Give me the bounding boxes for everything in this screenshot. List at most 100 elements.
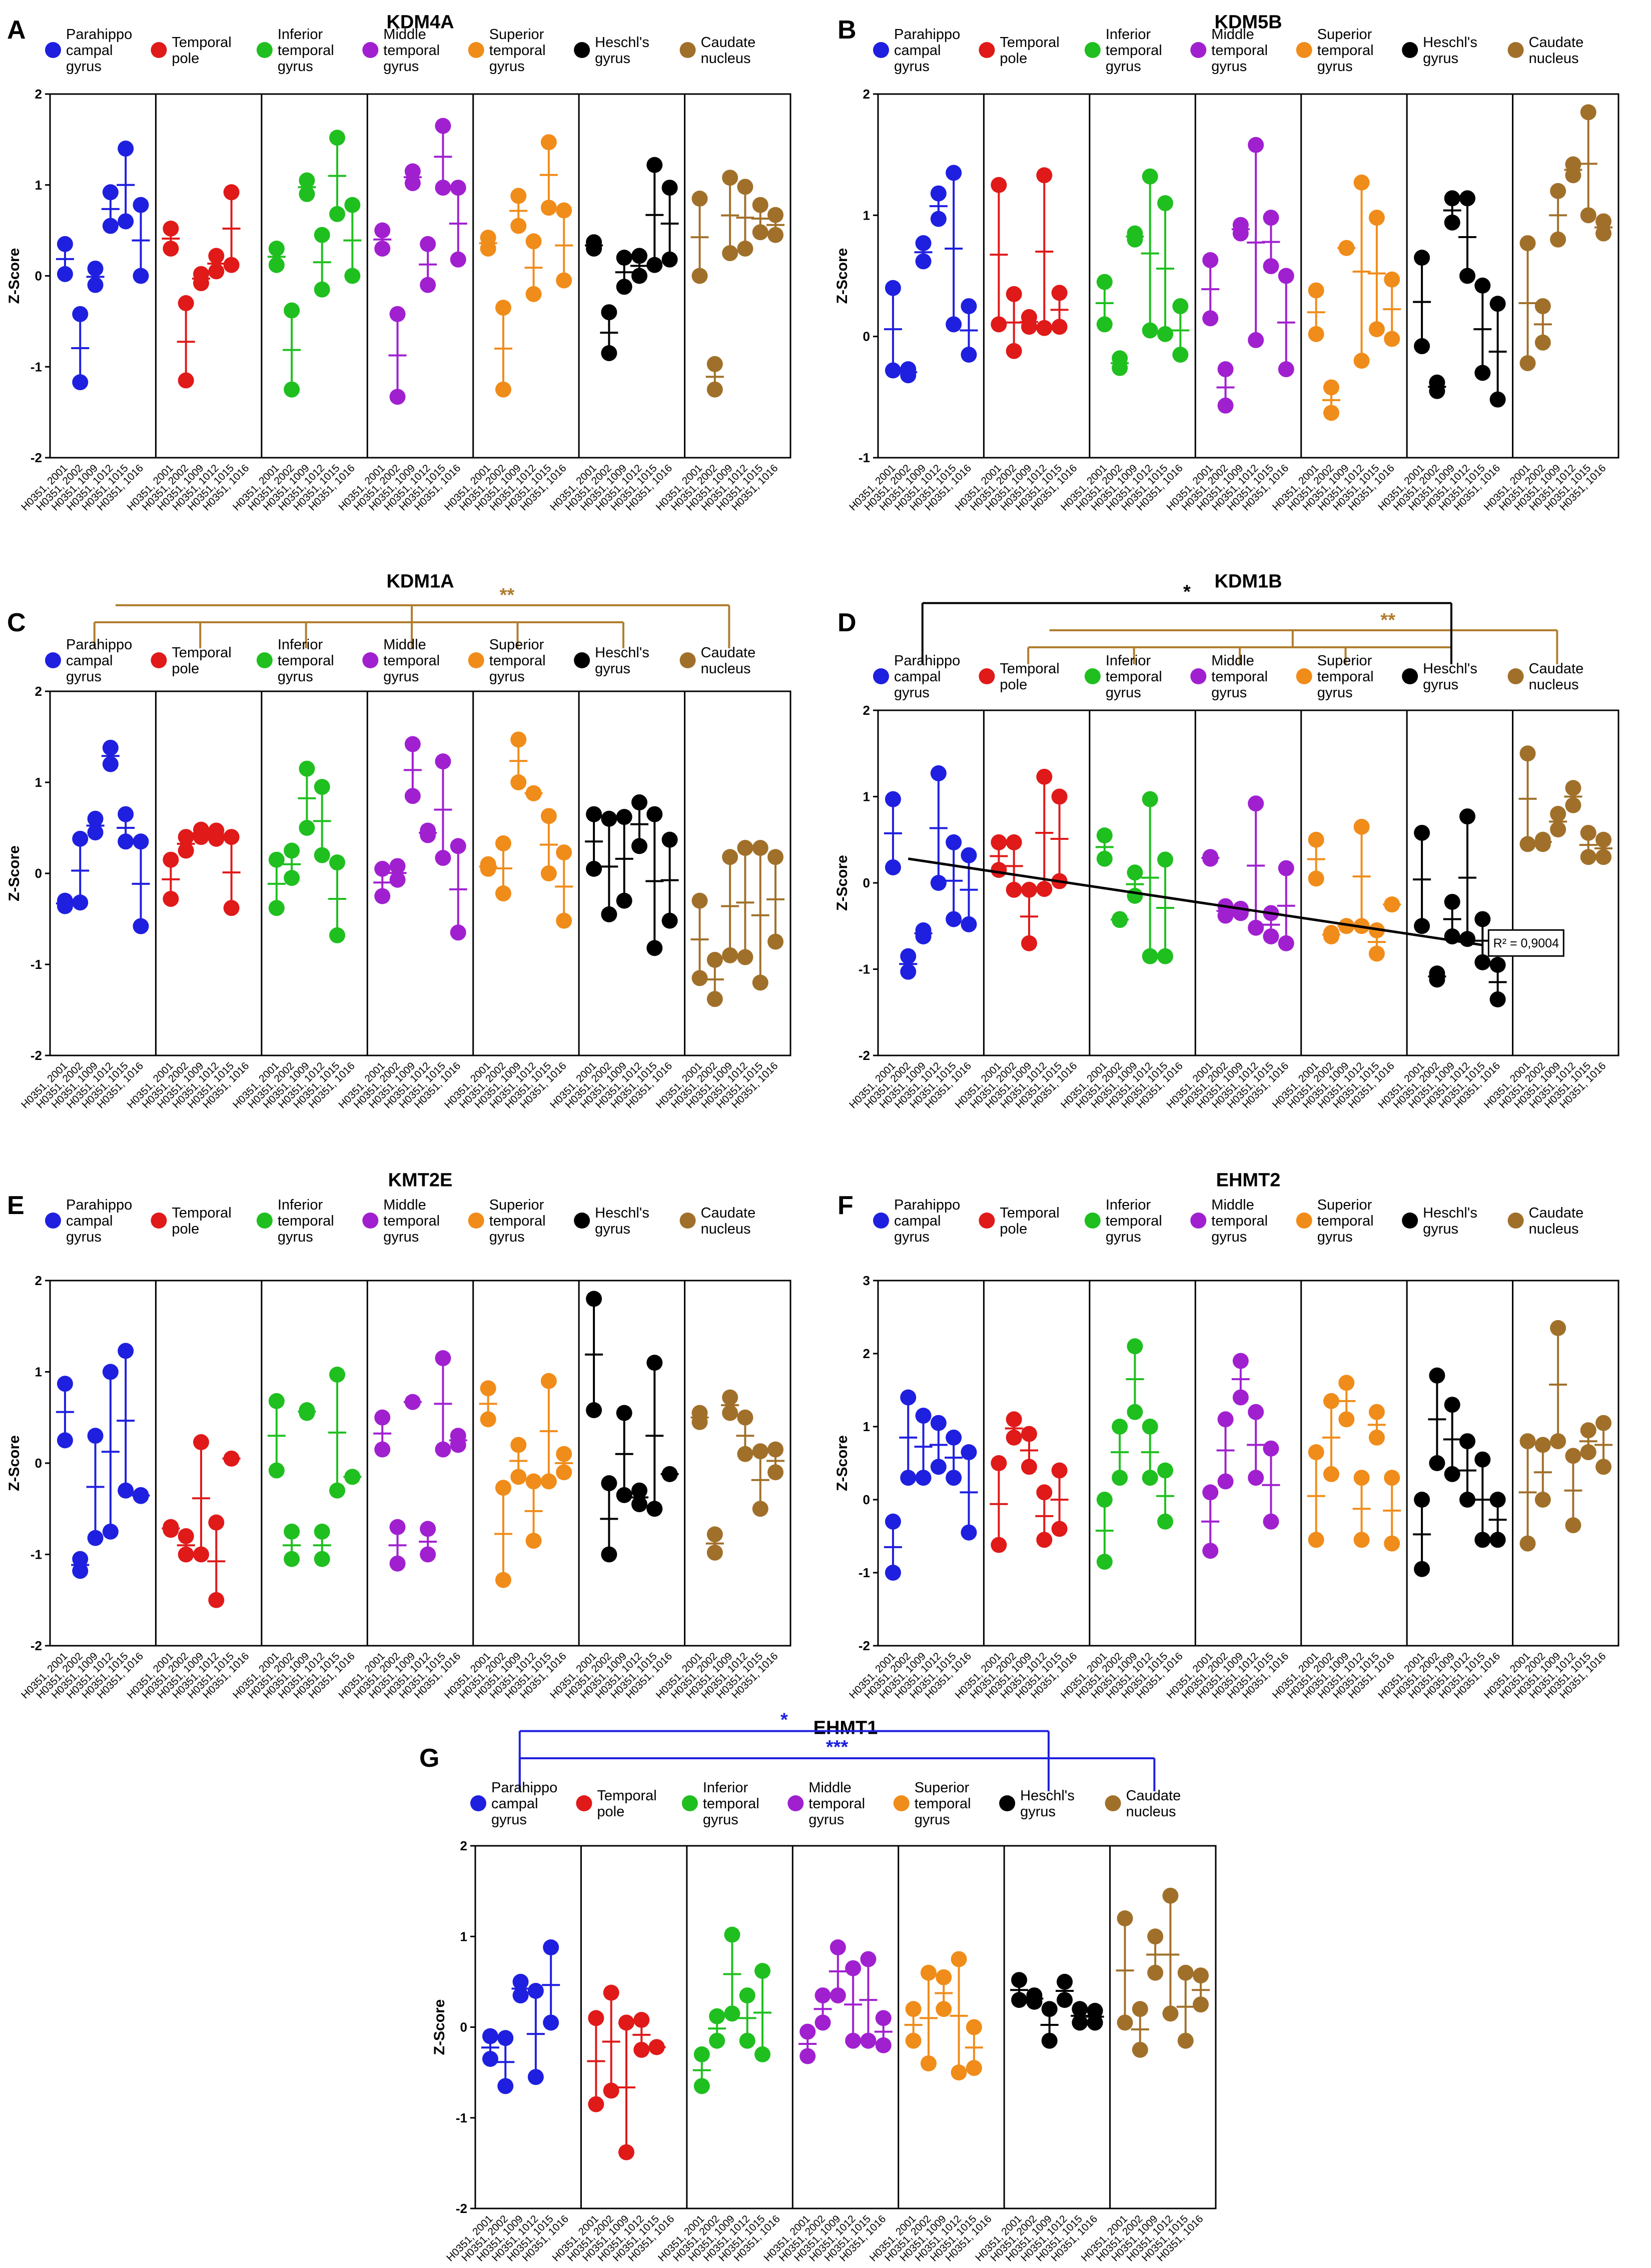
y-tick-label: 1 [35, 775, 42, 790]
data-points [884, 745, 1613, 1007]
data-point [178, 372, 194, 389]
significance-label: ** [1380, 610, 1395, 631]
data-point [1021, 1459, 1037, 1475]
legend: ParahippocampalgyrusTemporalpoleInferior… [873, 653, 1583, 701]
data-point [543, 1939, 559, 1955]
data-point [118, 1482, 134, 1499]
data-point [1202, 1484, 1219, 1501]
data-point [163, 851, 179, 868]
legend-label: Temporal [172, 645, 231, 661]
y-tick-label: 1 [35, 1365, 42, 1380]
legend-marker [45, 652, 61, 668]
data-point [329, 206, 346, 222]
data-point [767, 849, 784, 865]
y-tick-label: 0 [863, 329, 870, 344]
data-point [706, 356, 723, 372]
data-point [178, 829, 194, 845]
data-point [946, 911, 962, 927]
legend-label: gyrus [66, 1229, 102, 1245]
data-point [374, 222, 391, 239]
legend-label: gyrus [1423, 51, 1458, 67]
legend-label: campal [491, 1796, 538, 1812]
data-point [1308, 1444, 1324, 1461]
data-point [102, 739, 119, 756]
data-point [1096, 850, 1113, 867]
data-point [588, 2010, 604, 2026]
data-point [420, 1521, 436, 1537]
data-point [961, 1444, 977, 1461]
legend-label: Parahippo [894, 653, 960, 669]
legend-label: gyrus [1211, 685, 1247, 701]
data-point [133, 197, 149, 213]
data-point [946, 834, 962, 850]
data-point [601, 810, 617, 827]
data-point [1172, 347, 1189, 363]
data-point [1036, 881, 1053, 897]
data-point [480, 240, 496, 257]
y-tick-label: 2 [35, 87, 42, 102]
data-point [631, 838, 648, 854]
data-point [586, 806, 602, 822]
data-point [1353, 1532, 1370, 1548]
data-point [616, 1487, 632, 1503]
legend-label: Middle [1211, 27, 1254, 43]
legend-label: Middle [383, 1197, 426, 1213]
data-point [691, 268, 708, 284]
data-point [1489, 1492, 1506, 1508]
data-point [991, 834, 1007, 850]
data-point [329, 927, 346, 943]
legend-label: Caudate [701, 35, 756, 51]
legend-label: Superior [489, 1197, 544, 1213]
data-point [420, 1546, 436, 1563]
data-point [374, 1441, 391, 1458]
data-point [556, 202, 572, 219]
data-point [588, 2096, 604, 2112]
y-tick-label: 1 [863, 789, 870, 804]
legend-label: Parahippo [66, 1197, 132, 1213]
legend-label: Middle [1211, 653, 1254, 669]
data-point [991, 1537, 1007, 1553]
data-point [1323, 928, 1339, 944]
plot-frame [877, 709, 1619, 1056]
legend-label: Parahippo [894, 1197, 960, 1213]
data-point [1162, 1887, 1179, 1904]
data-point [1278, 935, 1294, 951]
legend-label: temporal [489, 653, 546, 669]
data-point [540, 1473, 557, 1490]
legend-label: temporal [489, 1213, 546, 1229]
y-tick-label: -1 [859, 450, 870, 465]
data-point [1338, 918, 1355, 934]
y-axis-label: Z-Score [431, 1999, 448, 2055]
data-point [178, 1546, 194, 1563]
legend-label: gyrus [1317, 1229, 1353, 1245]
y-tick-label: 1 [863, 208, 870, 223]
legend-label: temporal [1211, 1213, 1268, 1229]
legend-marker [1507, 1213, 1524, 1229]
data-point [930, 1415, 947, 1431]
data-point [1459, 1492, 1476, 1508]
data-point [1011, 1972, 1028, 1988]
legend-label: gyrus [278, 59, 313, 75]
legend-label: gyrus [1211, 1229, 1247, 1245]
data-point [1444, 1397, 1460, 1413]
legend-label: gyrus [278, 669, 313, 685]
data-point [1534, 1492, 1551, 1508]
data-point [435, 1350, 451, 1367]
data-point [510, 1437, 527, 1453]
legend-label: gyrus [1423, 1221, 1458, 1237]
data-point [830, 1987, 846, 2004]
legend-label: Parahippo [894, 27, 960, 43]
data-point [1096, 1554, 1113, 1570]
data-point [706, 381, 723, 398]
data-point [540, 200, 557, 216]
data-point [480, 1411, 496, 1428]
data-point [1142, 948, 1158, 964]
data-point [57, 1432, 73, 1449]
legend-label: Superior [489, 637, 544, 653]
data-points [56, 731, 785, 1007]
legend: ParahippocampalgyrusTemporalpoleInferior… [470, 1780, 1181, 1828]
legend-label: gyrus [703, 1812, 738, 1828]
legend-label: nucleus [701, 661, 751, 677]
data-point [510, 774, 527, 790]
